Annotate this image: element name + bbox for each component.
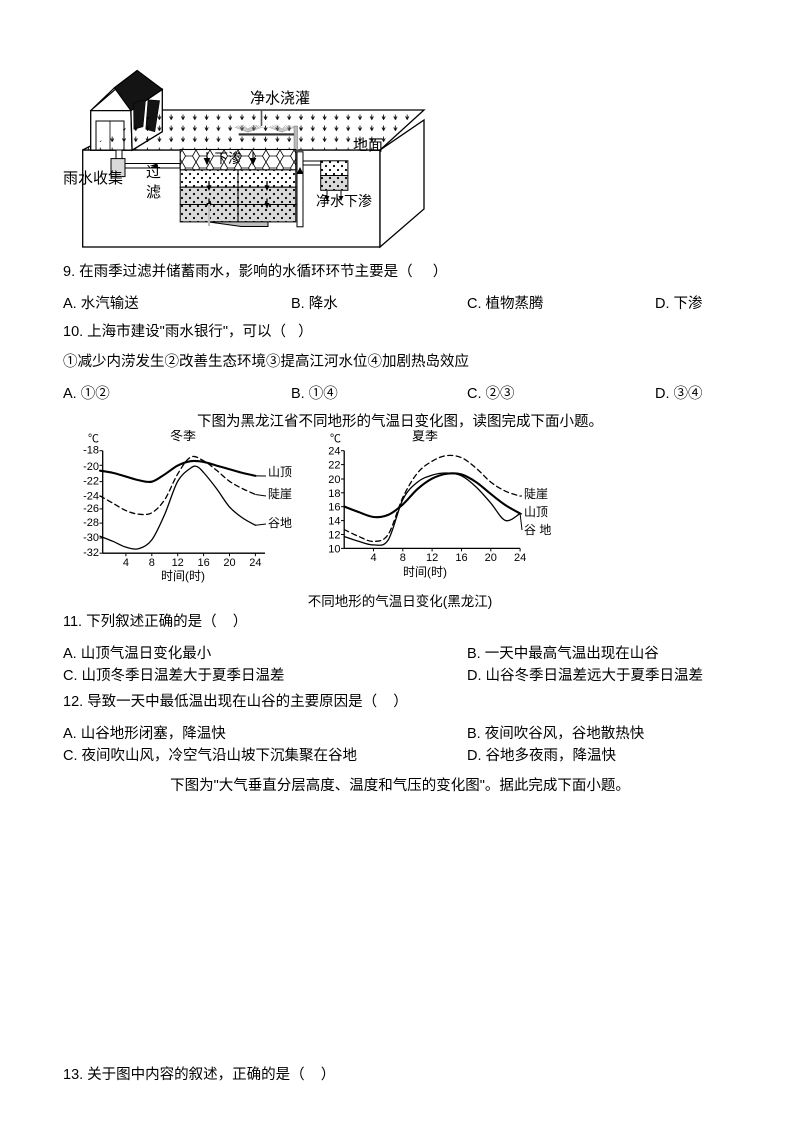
svg-text:-28: -28 <box>83 517 99 529</box>
svg-text:24: 24 <box>514 552 526 564</box>
svg-text:-30: -30 <box>83 532 99 544</box>
svg-text:陡崖: 陡崖 <box>268 487 292 501</box>
svg-text:12: 12 <box>328 530 340 542</box>
svg-text:4: 4 <box>123 557 129 569</box>
svg-text:-18: -18 <box>83 445 99 457</box>
svg-text:-32: -32 <box>83 547 99 559</box>
svg-text:℃: ℃ <box>88 433 99 445</box>
svg-text:24: 24 <box>328 446 340 458</box>
svg-text:谷 地: 谷 地 <box>524 523 551 537</box>
svg-text:过: 过 <box>146 164 161 181</box>
svg-text:10: 10 <box>328 543 340 555</box>
svg-text:冬季: 冬季 <box>170 430 196 443</box>
svg-text:℃: ℃ <box>330 433 341 445</box>
svg-text:4: 4 <box>370 552 376 564</box>
svg-text:-24: -24 <box>83 490 99 502</box>
svg-text:12: 12 <box>426 552 438 564</box>
svg-text:8: 8 <box>400 552 406 564</box>
svg-text:20: 20 <box>223 557 235 569</box>
svg-text:14: 14 <box>328 516 340 528</box>
svg-text:滤: 滤 <box>146 184 161 201</box>
svg-text:22: 22 <box>328 460 340 472</box>
svg-text:净水浇灌: 净水浇灌 <box>250 90 310 107</box>
svg-text:20: 20 <box>328 474 340 486</box>
svg-text:山顶: 山顶 <box>524 505 548 519</box>
svg-text:夏季: 夏季 <box>412 430 438 443</box>
svg-text:地面: 地面 <box>353 137 383 154</box>
svg-text:8: 8 <box>149 557 155 569</box>
svg-text:下渗: 下渗 <box>215 151 242 166</box>
svg-text:16: 16 <box>328 502 340 514</box>
svg-text:雨水收集: 雨水收集 <box>63 170 123 187</box>
svg-text:时间(时): 时间(时) <box>161 569 205 583</box>
svg-text:-20: -20 <box>83 461 99 473</box>
svg-text:16: 16 <box>197 557 209 569</box>
svg-text:山顶: 山顶 <box>268 465 292 479</box>
svg-text:陡崖: 陡崖 <box>524 487 548 501</box>
svg-text:16: 16 <box>455 552 467 564</box>
svg-text:谷地: 谷地 <box>268 516 292 530</box>
svg-text:时间(时): 时间(时) <box>403 565 447 579</box>
svg-text:-22: -22 <box>83 476 99 488</box>
svg-text:-26: -26 <box>83 503 99 515</box>
svg-text:24: 24 <box>249 557 261 569</box>
svg-text:20: 20 <box>485 552 497 564</box>
svg-text:净水下渗: 净水下渗 <box>316 193 372 209</box>
svg-text:18: 18 <box>328 488 340 500</box>
svg-text:12: 12 <box>172 557 184 569</box>
